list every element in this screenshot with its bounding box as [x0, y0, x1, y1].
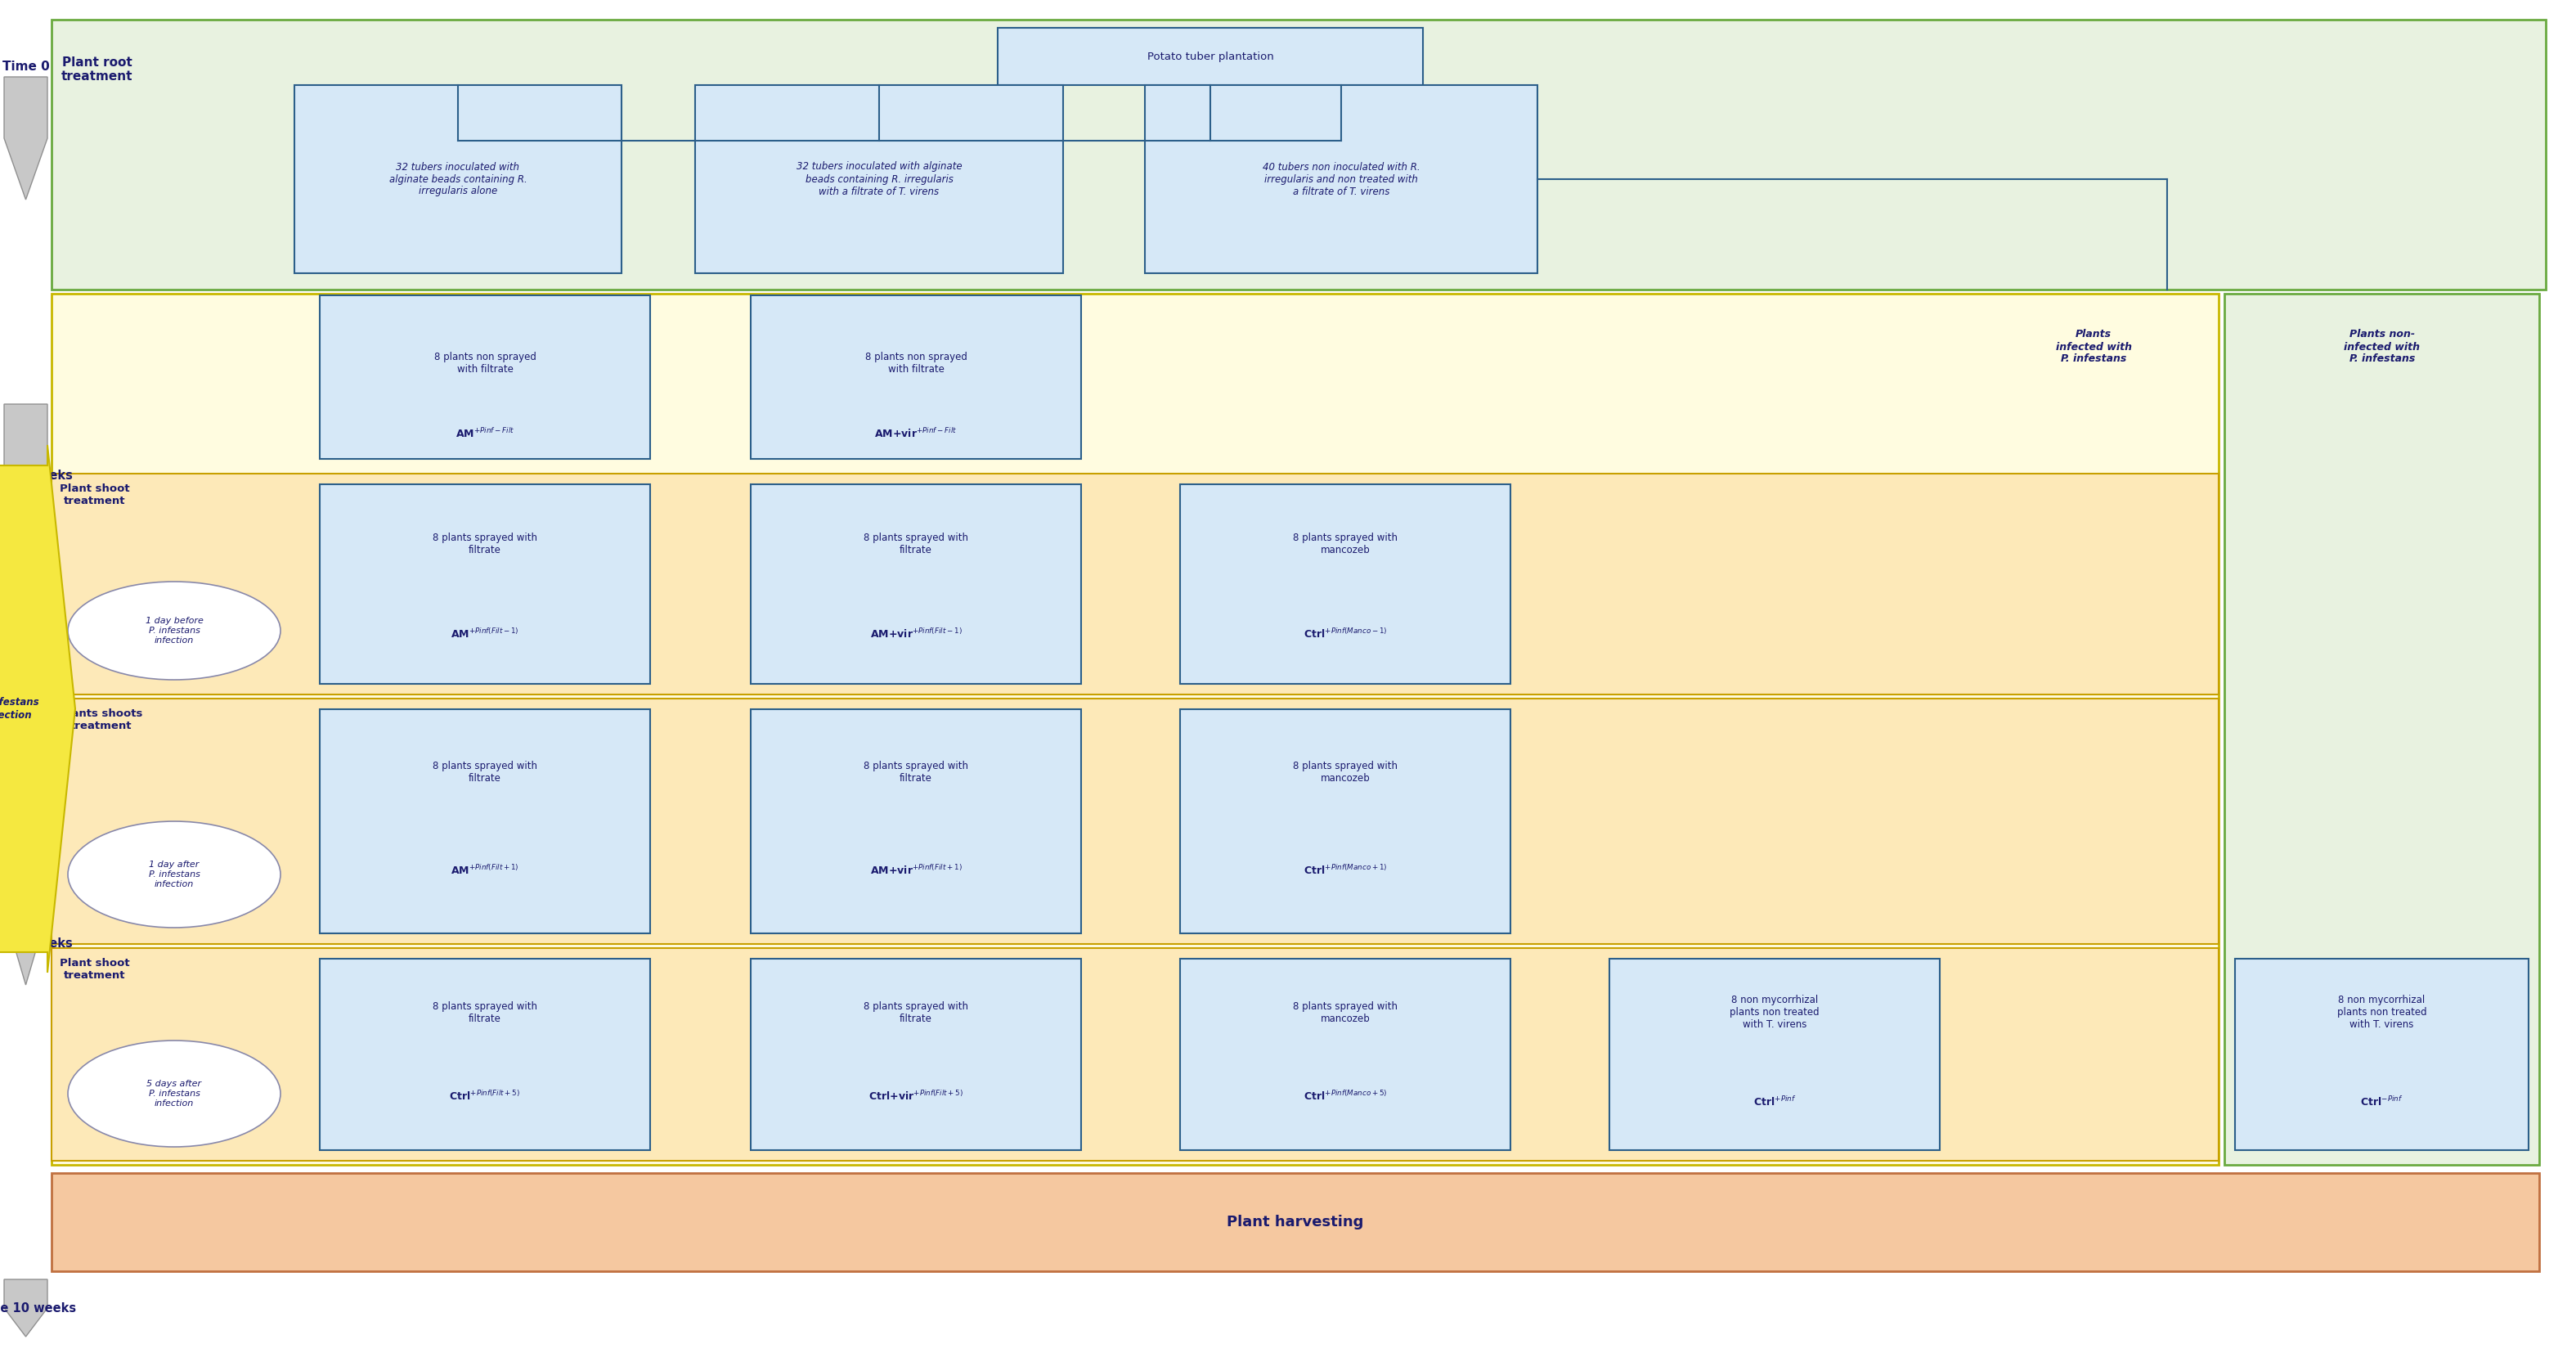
Bar: [52, 948, 2218, 1161]
Bar: [2236, 959, 2530, 1150]
Bar: [750, 295, 1082, 459]
Polygon shape: [5, 838, 46, 985]
Text: 8 non mycorrhizal
plants non treated
with T. virens: 8 non mycorrhizal plants non treated wit…: [1728, 994, 1819, 1030]
Text: Ctrl+vir$^{+Pinf(Filt+5)}$: Ctrl+vir$^{+Pinf(Filt+5)}$: [868, 1091, 963, 1103]
Text: Ctrl$^{+Pinf(Manco-1)}$: Ctrl$^{+Pinf(Manco-1)}$: [1303, 628, 1386, 640]
Ellipse shape: [67, 582, 281, 679]
Text: Plant root
treatment: Plant root treatment: [62, 57, 134, 83]
Bar: [750, 484, 1082, 683]
Text: 8 plants sprayed with
mancozeb: 8 plants sprayed with mancozeb: [1293, 533, 1399, 556]
Text: 8 plants sprayed with
filtrate: 8 plants sprayed with filtrate: [433, 1001, 538, 1024]
Bar: [52, 1173, 2540, 1272]
Text: AM+vir$^{+Pinf(Filt-1)}$: AM+vir$^{+Pinf(Filt-1)}$: [871, 628, 961, 640]
Ellipse shape: [67, 1040, 281, 1147]
Bar: [1144, 85, 1538, 273]
Text: 8 plants sprayed with
mancozeb: 8 plants sprayed with mancozeb: [1293, 1001, 1399, 1024]
Text: Ctrl$^{+Pinf(Manco+5)}$: Ctrl$^{+Pinf(Manco+5)}$: [1303, 1091, 1386, 1103]
Text: 1 day before
P. infestans
infection: 1 day before P. infestans infection: [144, 617, 204, 644]
Bar: [2223, 294, 2540, 1165]
Text: 8 plants sprayed with
filtrate: 8 plants sprayed with filtrate: [863, 533, 969, 556]
Text: 8 plants sprayed with
filtrate: 8 plants sprayed with filtrate: [433, 760, 538, 783]
Text: P. infestans
infection: P. infestans infection: [0, 697, 39, 720]
Text: Time 8 weeks: Time 8 weeks: [0, 469, 72, 482]
Text: 8 plants sprayed with
filtrate: 8 plants sprayed with filtrate: [863, 760, 969, 783]
Bar: [52, 474, 2218, 694]
Text: 32 tubers inoculated with
alginate beads containing R.
irregularis alone: 32 tubers inoculated with alginate beads…: [389, 161, 528, 196]
Polygon shape: [0, 445, 75, 973]
Ellipse shape: [67, 821, 281, 928]
Text: 8 plants non sprayed
with filtrate: 8 plants non sprayed with filtrate: [866, 352, 966, 375]
Polygon shape: [5, 405, 46, 534]
Text: 8 non mycorrhizal
plants non treated
with T. virens: 8 non mycorrhizal plants non treated wit…: [2336, 994, 2427, 1030]
Text: Plants non-
infected with
P. infestans: Plants non- infected with P. infestans: [2344, 329, 2421, 364]
Text: 40 tubers non inoculated with R.
irregularis and non treated with
a filtrate of : 40 tubers non inoculated with R. irregul…: [1262, 161, 1419, 196]
Text: AM$^{+Pinf(Filt+1)}$: AM$^{+Pinf(Filt+1)}$: [451, 865, 520, 877]
Text: Ctrl$^{-Pinf}$: Ctrl$^{-Pinf}$: [2360, 1096, 2403, 1108]
Bar: [319, 484, 649, 683]
Text: Plant harvesting: Plant harvesting: [1226, 1215, 1363, 1230]
Bar: [696, 85, 1064, 273]
Bar: [52, 294, 2218, 1165]
Bar: [319, 295, 649, 459]
Bar: [319, 959, 649, 1150]
Text: AM$^{+Pinf-Filt}$: AM$^{+Pinf-Filt}$: [456, 428, 515, 440]
Text: 32 tubers inoculated with alginate
beads containing R. irregularis
with a filtra: 32 tubers inoculated with alginate beads…: [796, 161, 961, 196]
Bar: [52, 698, 2218, 944]
Text: Time 0: Time 0: [3, 61, 49, 73]
Text: Plants shoots
treatment: Plants shoots treatment: [59, 709, 142, 732]
Text: Ctrl$^{+Pinf(Manco+1)}$: Ctrl$^{+Pinf(Manco+1)}$: [1303, 865, 1386, 877]
Text: Plant shoot
treatment: Plant shoot treatment: [59, 958, 129, 981]
Text: Plant shoot
treatment: Plant shoot treatment: [59, 483, 129, 506]
Text: Ctrl$^{+Pinf}$: Ctrl$^{+Pinf}$: [1754, 1096, 1795, 1108]
Bar: [750, 959, 1082, 1150]
Bar: [1180, 709, 1510, 934]
Text: AM+vir$^{+Pinf-Filt}$: AM+vir$^{+Pinf-Filt}$: [873, 428, 958, 440]
Polygon shape: [5, 77, 46, 200]
Text: Time 9 weeks: Time 9 weeks: [0, 938, 72, 950]
Text: Plants
infected with
P. infestans: Plants infected with P. infestans: [2056, 329, 2130, 364]
Bar: [319, 709, 649, 934]
Text: 8 plants sprayed with
filtrate: 8 plants sprayed with filtrate: [433, 533, 538, 556]
Bar: [52, 20, 2545, 290]
Text: AM+vir$^{+Pinf(Filt+1)}$: AM+vir$^{+Pinf(Filt+1)}$: [871, 865, 961, 877]
Text: Potato tuber plantation: Potato tuber plantation: [1146, 51, 1273, 62]
Text: 8 plants sprayed with
filtrate: 8 plants sprayed with filtrate: [863, 1001, 969, 1024]
Polygon shape: [5, 1280, 46, 1337]
Text: 8 plants sprayed with
mancozeb: 8 plants sprayed with mancozeb: [1293, 760, 1399, 783]
Bar: [750, 709, 1082, 934]
Bar: [1180, 484, 1510, 683]
Text: Time 10 weeks: Time 10 weeks: [0, 1302, 77, 1314]
Bar: [1180, 959, 1510, 1150]
Bar: [997, 28, 1422, 85]
Text: 5 days after
P. infestans
infection: 5 days after P. infestans infection: [147, 1080, 201, 1107]
Text: Ctrl$^{+Pinf(Filt+5)}$: Ctrl$^{+Pinf(Filt+5)}$: [448, 1091, 520, 1103]
Text: 8 plants non sprayed
with filtrate: 8 plants non sprayed with filtrate: [433, 352, 536, 375]
Text: AM$^{+Pinf(Filt-1)}$: AM$^{+Pinf(Filt-1)}$: [451, 628, 520, 640]
Bar: [294, 85, 621, 273]
Bar: [1610, 959, 1940, 1150]
Text: 1 day after
P. infestans
infection: 1 day after P. infestans infection: [149, 861, 201, 888]
